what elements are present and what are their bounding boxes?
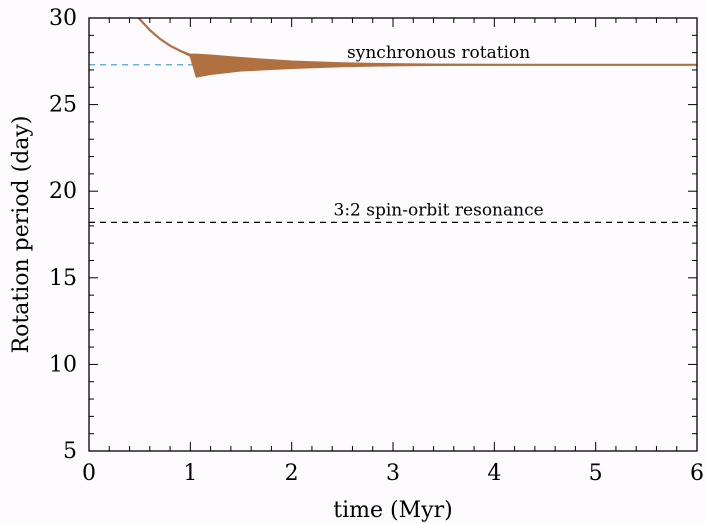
- series-point: [442, 63, 445, 66]
- reference-line-label-0: synchronous rotation: [347, 43, 530, 63]
- series-layer: [137, 18, 697, 78]
- series-point: [594, 63, 597, 66]
- x-tick-label: 4: [487, 461, 501, 486]
- y-tick-label: 5: [63, 439, 77, 464]
- axis-ticks: [88, 17, 698, 452]
- y-tick-label: 30: [49, 6, 77, 31]
- series-point: [290, 63, 293, 66]
- x-tick-label: 2: [285, 461, 299, 486]
- reference-lines: synchronous rotation 3:2 spin-orbit reson…: [89, 43, 697, 224]
- y-tick-label: 20: [49, 179, 77, 204]
- series-point: [169, 44, 172, 47]
- plot-frame: [88, 17, 698, 452]
- series-point: [159, 37, 161, 40]
- series-point: [493, 63, 496, 66]
- series-point: [209, 63, 212, 65]
- series-point: [189, 54, 192, 57]
- tick-labels: 0 1 2 3 4 5 6 5 10 15 20 25 30: [49, 6, 704, 486]
- x-axis-label: time (Myr): [333, 498, 452, 523]
- x-tick-label: 3: [386, 461, 400, 486]
- y-tick-label: 15: [49, 266, 77, 291]
- series-point: [195, 58, 198, 61]
- x-tick-label: 5: [589, 461, 603, 486]
- series-point: [148, 29, 151, 31]
- y-tick-label: 10: [49, 352, 77, 377]
- series-point: [179, 50, 182, 52]
- x-tick-label: 6: [690, 461, 704, 486]
- series-point: [392, 63, 394, 66]
- reference-line-label-1: 3:2 spin-orbit resonance: [334, 200, 544, 220]
- x-tick-label: 1: [183, 461, 197, 486]
- series-point: [240, 63, 242, 66]
- y-axis-label: Rotation period (day): [9, 116, 34, 354]
- y-tick-label: 25: [49, 93, 77, 118]
- series-point: [341, 63, 344, 66]
- x-tick-label: 0: [82, 461, 96, 486]
- series-line-0: [137, 18, 697, 66]
